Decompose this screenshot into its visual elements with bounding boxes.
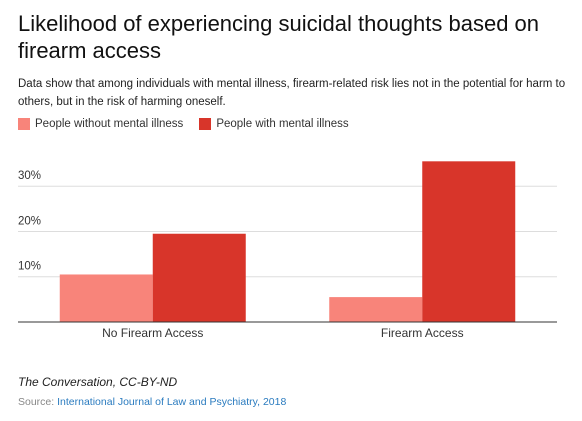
bar-chart: 10% 20% 30% No Firearm Access Firearm Access <box>18 161 557 340</box>
y-tick-label: 30% <box>18 170 41 182</box>
legend-label-without: People without mental illness <box>35 118 184 130</box>
legend-item-with: People with mental illness <box>199 118 349 130</box>
legend-label-with: People with mental illness <box>216 118 349 130</box>
legend-swatch-with <box>199 118 212 130</box>
source-line: Source: International Journal of Law and… <box>18 396 286 408</box>
x-category-label: No Firearm Access <box>102 326 203 340</box>
legend: People without mental illness People wit… <box>18 118 349 130</box>
bar-without-0 <box>59 274 153 322</box>
bar-with-1 <box>422 161 516 322</box>
source-link[interactable]: International Journal of Law and Psychia… <box>57 396 287 408</box>
chart-subtitle: Data show that among individuals with me… <box>18 78 566 108</box>
bar-without-1 <box>329 297 423 322</box>
legend-swatch-without <box>18 118 30 130</box>
x-category-label: Firearm Access <box>381 326 464 340</box>
y-tick-label: 10% <box>18 261 41 273</box>
bar-with-0 <box>152 233 246 322</box>
y-tick-label: 20% <box>18 215 41 227</box>
credit-line: The Conversation, CC-BY-ND <box>18 375 178 389</box>
chart-title: Likelihood of experiencing suicidal thou… <box>18 11 540 63</box>
source-prefix: Source: <box>18 396 58 408</box>
legend-item-without: People without mental illness <box>18 118 183 130</box>
